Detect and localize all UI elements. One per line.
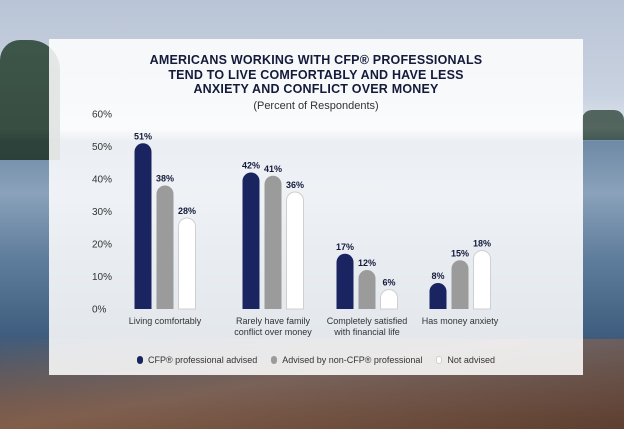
data-label: 36% (286, 180, 304, 190)
data-label: 17% (336, 242, 354, 252)
bar (134, 143, 152, 309)
bar (178, 217, 196, 310)
x-category-label: Has money anxiety (422, 316, 499, 326)
bar (451, 260, 469, 309)
x-category-label: Rarely have family (236, 316, 311, 326)
data-label: 8% (431, 271, 444, 281)
legend-label: Advised by non-CFP® professional (282, 355, 423, 365)
bar (336, 253, 354, 309)
legend-item: CFP® professional advised (137, 355, 257, 365)
legend-swatch (436, 356, 443, 364)
legend-label: Not advised (447, 355, 495, 365)
x-category-label: Completely satisfied (327, 316, 408, 326)
legend-item: Not advised (436, 355, 495, 365)
chart-title: AMERICANS WORKING WITH CFP® PROFESSIONAL… (49, 53, 583, 97)
data-label: 41% (264, 164, 282, 174)
data-label: 18% (473, 239, 491, 249)
legend-label: CFP® professional advised (148, 355, 258, 365)
chart-title-line: ANXIETY AND CONFLICT OVER MONEY (193, 82, 439, 96)
x-category-label: Living comfortably (129, 316, 202, 326)
bar (156, 185, 174, 309)
x-category-label: conflict over money (234, 327, 312, 337)
x-category-label: with financial life (333, 327, 400, 337)
data-label: 28% (178, 206, 196, 216)
y-tick-label: 10% (92, 272, 112, 283)
data-label: 51% (134, 131, 152, 141)
y-tick-label: 40% (92, 175, 112, 186)
bar (380, 289, 398, 310)
y-tick-label: 50% (92, 142, 112, 153)
data-label: 38% (156, 174, 174, 184)
legend-swatch (271, 356, 278, 364)
bar (429, 283, 447, 309)
y-tick-label: 0% (92, 305, 107, 316)
bar (242, 172, 260, 309)
chart-title-line: AMERICANS WORKING WITH CFP® PROFESSIONAL… (149, 53, 483, 67)
trees-right-decoration (582, 110, 624, 140)
bar (264, 175, 282, 309)
data-label: 42% (242, 161, 260, 171)
bar (473, 250, 491, 310)
chart-title-line: TEND TO LIVE COMFORTABLY AND HAVE LESS (168, 67, 464, 82)
data-label: 15% (451, 248, 469, 258)
data-label: 12% (358, 258, 376, 268)
bar-chart: 0% 10% 20% 30% 40% 50% 60% 51% 38% 28% Living comf… (92, 110, 499, 338)
chart-subtitle: (Percent of Respondents) (253, 100, 379, 112)
legend-item: Advised by non-CFP® professional (271, 355, 422, 365)
y-tick-label: 60% (92, 110, 112, 121)
chart-legend: CFP® professional advised Advised by non-… (49, 355, 583, 365)
y-tick-label: 20% (92, 240, 112, 251)
y-tick-label: 30% (92, 207, 112, 218)
bar (286, 191, 304, 310)
legend-swatch (137, 356, 144, 364)
chart-panel: AMERICANS WORKING WITH CFP® PROFESSIONAL… (49, 39, 583, 375)
data-label: 6% (382, 278, 395, 288)
bar (358, 270, 376, 309)
